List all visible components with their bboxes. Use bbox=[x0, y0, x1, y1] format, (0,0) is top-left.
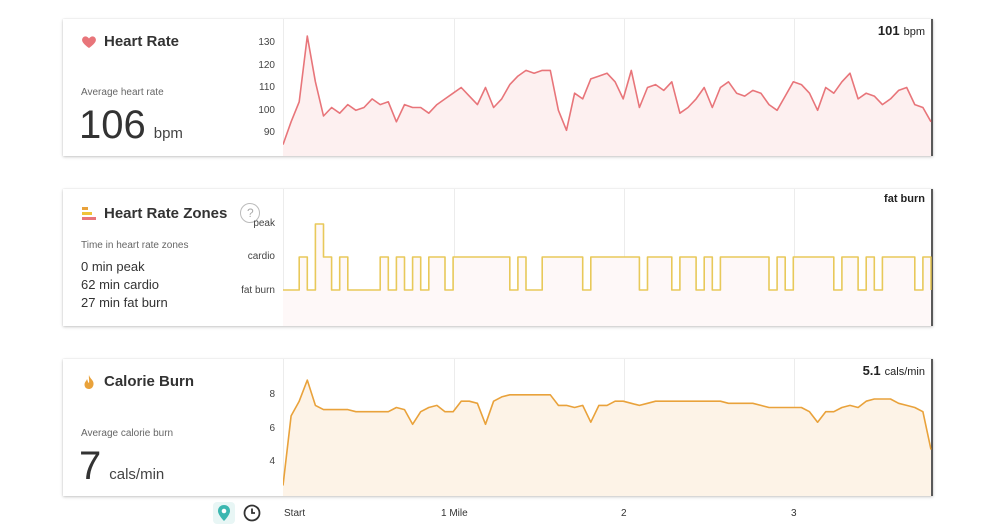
series-line bbox=[282, 35, 932, 145]
calorie-plot bbox=[282, 359, 934, 496]
zones-readout: fat burn bbox=[884, 193, 925, 205]
heart-rate-title: Heart Rate bbox=[104, 33, 180, 50]
calorie-readout: 5.1 cals/min bbox=[863, 363, 925, 378]
hr-ytick-100: 100 bbox=[258, 105, 275, 116]
calorie-title-row: Calorie Burn bbox=[81, 373, 194, 390]
cal-ytick-6: 6 bbox=[269, 423, 275, 434]
heart-rate-plot bbox=[282, 19, 934, 156]
time-view-button[interactable] bbox=[241, 502, 263, 524]
clock-icon bbox=[243, 504, 261, 522]
zones-summary: Heart Rate Zones ? Time in heart rate zo… bbox=[63, 189, 284, 326]
calorie-title: Calorie Burn bbox=[104, 373, 195, 390]
cal-ytick-4: 4 bbox=[269, 456, 275, 467]
series-area bbox=[283, 224, 931, 326]
zones-title: Heart Rate Zones bbox=[104, 204, 228, 222]
calorie-average-unit: cals/min bbox=[109, 466, 165, 483]
calorie-average: 7 cals/min bbox=[79, 444, 164, 489]
heart-rate-subtitle: Average heart rate bbox=[81, 87, 164, 98]
x-label-start: Start bbox=[284, 508, 306, 519]
zones-bars-icon bbox=[82, 207, 96, 220]
heart-rate-average-value: 106 bbox=[79, 103, 146, 147]
map-pin-icon bbox=[218, 505, 230, 521]
zone-cardio-time: 62 min cardio bbox=[81, 277, 160, 292]
heart-icon bbox=[82, 35, 96, 48]
calorie-summary: Calorie Burn Average calorie burn 7 cals/… bbox=[63, 359, 284, 496]
series-area bbox=[283, 36, 931, 156]
flame-icon bbox=[84, 374, 94, 389]
heart-rate-readout-value: 101 bbox=[877, 23, 900, 38]
zones-chart[interactable]: fat burn bbox=[283, 189, 934, 326]
series-area bbox=[283, 380, 931, 496]
help-icon[interactable]: ? bbox=[240, 203, 261, 223]
calorie-average-value: 7 bbox=[79, 444, 102, 488]
zone-peak-time: 0 min peak bbox=[81, 259, 145, 274]
zones-plot bbox=[283, 189, 934, 326]
heart-rate-chart[interactable]: 101 bpm bbox=[282, 19, 934, 156]
zone-label-peak: peak bbox=[253, 218, 275, 229]
x-label-1-mile: 1 Mile bbox=[441, 508, 468, 519]
heart-rate-card: Heart Rate Average heart rate 106 bpm 130… bbox=[63, 19, 934, 156]
hr-ytick-130: 130 bbox=[258, 37, 275, 48]
calorie-readout-unit: cals/min bbox=[884, 366, 925, 378]
calorie-readout-value: 5.1 bbox=[862, 363, 881, 378]
hr-ytick-90: 90 bbox=[263, 127, 275, 138]
series-line bbox=[283, 223, 932, 291]
zone-label-fatburn: fat burn bbox=[241, 285, 275, 296]
heart-rate-readout: 101 bpm bbox=[878, 23, 925, 38]
zones-subtitle: Time in heart rate zones bbox=[81, 240, 189, 251]
hr-ytick-120: 120 bbox=[258, 60, 275, 71]
heart-rate-average-unit: bpm bbox=[153, 125, 183, 142]
calorie-chart[interactable]: 5.1 cals/min bbox=[282, 359, 934, 496]
zone-fatburn-time: 27 min fat burn bbox=[81, 295, 168, 310]
heart-rate-average: 106 bpm bbox=[79, 103, 183, 148]
heart-rate-title-row: Heart Rate bbox=[81, 33, 179, 50]
zones-title-row: Heart Rate Zones ? bbox=[81, 203, 261, 223]
heart-rate-readout-unit: bpm bbox=[903, 26, 925, 38]
x-label-2: 2 bbox=[621, 508, 627, 519]
cal-ytick-8: 8 bbox=[269, 389, 275, 400]
x-label-3: 3 bbox=[791, 508, 797, 519]
series-line bbox=[282, 379, 932, 486]
hr-ytick-110: 110 bbox=[259, 82, 275, 93]
calorie-subtitle: Average calorie burn bbox=[81, 428, 174, 439]
heart-rate-summary: Heart Rate Average heart rate 106 bpm 130… bbox=[63, 19, 284, 156]
zone-label-cardio: cardio bbox=[247, 251, 275, 262]
calorie-burn-card: Calorie Burn Average calorie burn 7 cals/… bbox=[63, 359, 934, 496]
map-view-button[interactable] bbox=[213, 502, 235, 524]
heart-rate-zones-card: Heart Rate Zones ? Time in heart rate zo… bbox=[63, 189, 934, 326]
